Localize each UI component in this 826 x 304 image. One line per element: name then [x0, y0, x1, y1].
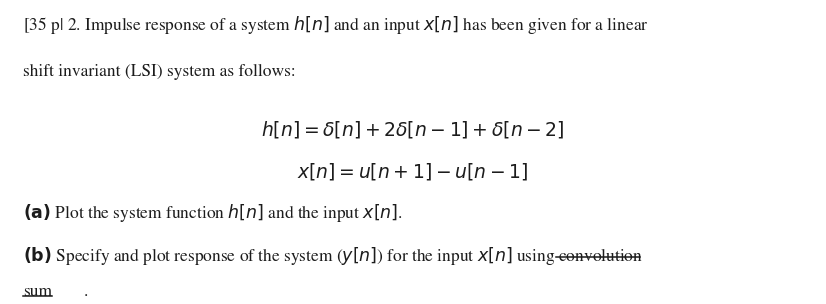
Text: $\mathbf{(a)}$ Plot the system function $h[n]$ and the input $x[n]$.: $\mathbf{(a)}$ Plot the system function …: [23, 202, 403, 224]
Text: sum: sum: [0, 303, 1, 304]
Text: $h[n] = \delta[n] + 2\delta[n-1] + \delta[n-2]$: $h[n] = \delta[n] + 2\delta[n-1] + \delt…: [261, 119, 565, 140]
Text: sum: sum: [23, 284, 52, 300]
Text: .: .: [83, 284, 88, 300]
Text: convolution: convolution: [0, 303, 1, 304]
Text: shift invariant (LSI) system as follows:: shift invariant (LSI) system as follows:: [23, 64, 296, 80]
Text: $\mathbf{(b)}$ Specify and plot response of the system ($y[n]$) for the input $x: $\mathbf{(b)}$ Specify and plot response…: [23, 245, 643, 267]
Text: $x[n] = u[n+1] - u[n-1]$: $x[n] = u[n+1] - u[n-1]$: [297, 161, 529, 182]
Text: $\mathbf{(b)}$ Specify and plot response of the system ($y[n]$) for the input $x: $\mathbf{(b)}$ Specify and plot response…: [0, 303, 1, 304]
Text: [35 p| 2. Impulse response of a system $h[n]$ and an input $x[n]$ has been given: [35 p| 2. Impulse response of a system $…: [23, 14, 648, 36]
